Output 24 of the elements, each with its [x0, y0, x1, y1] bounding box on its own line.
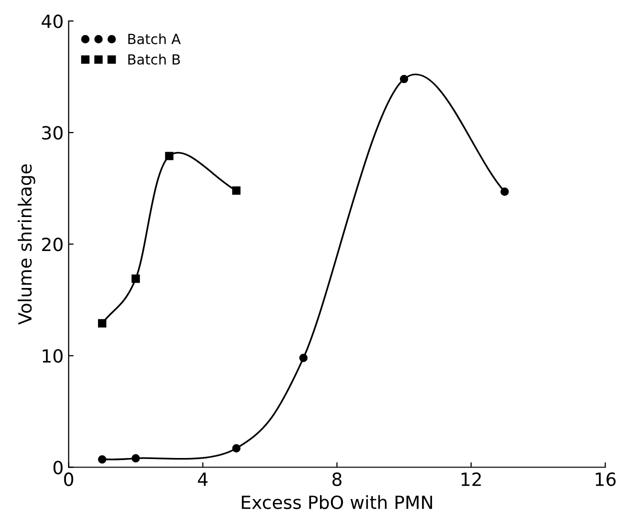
- point: [500, 188, 509, 196]
- point: [232, 444, 241, 452]
- x-axis-title: Excess PbO with PMN: [242, 495, 432, 510]
- legend-label: Batch B: [128, 54, 180, 65]
- y-axis-title: Volume shrinkage: [18, 164, 36, 325]
- y-tick-label: 40: [42, 14, 63, 28]
- point: [98, 319, 106, 328]
- y-tick-label: 30: [42, 126, 63, 140]
- point: [132, 454, 140, 462]
- point: [400, 74, 408, 84]
- y-tick-label: 20: [42, 238, 63, 252]
- y-tick-label: 10: [42, 349, 63, 363]
- point: [132, 274, 140, 283]
- point: [98, 455, 106, 464]
- x-tick-label: 0: [64, 472, 74, 486]
- point: [232, 186, 241, 195]
- x-tick-label: 4: [198, 472, 208, 486]
- x-tick-label: 16: [596, 472, 616, 486]
- point: [165, 152, 174, 160]
- x-tick-label: 8: [332, 472, 342, 486]
- point: [299, 354, 308, 362]
- x-tick-label: 12: [462, 472, 481, 486]
- legend-label: Batch A: [128, 34, 181, 44]
- y-tick-label: 0: [53, 460, 63, 474]
